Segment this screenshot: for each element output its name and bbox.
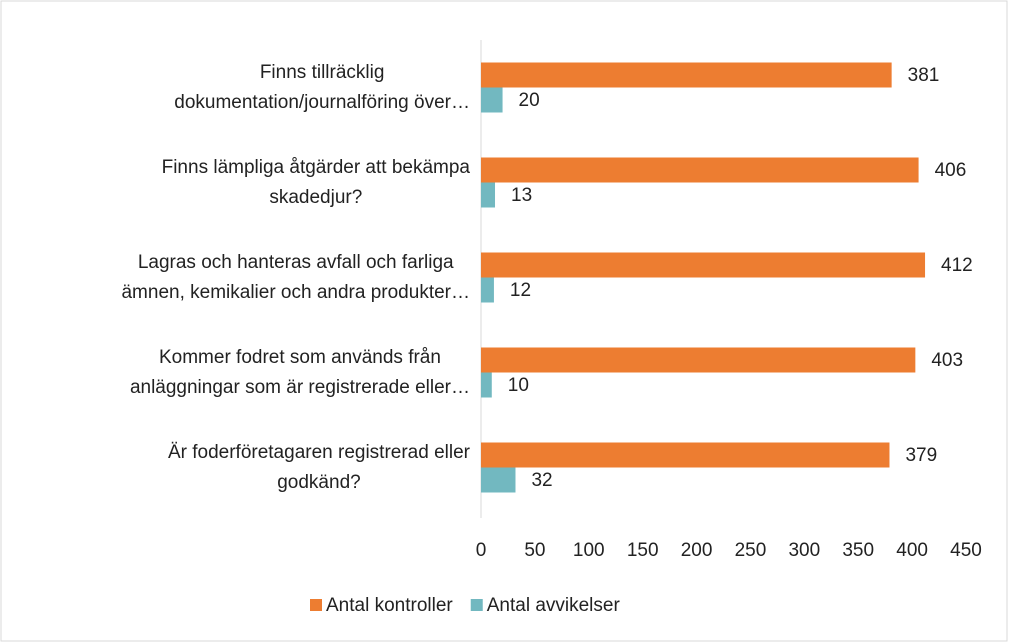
x-tick-label: 250 bbox=[735, 540, 767, 561]
bar bbox=[481, 62, 892, 88]
data-label: 412 bbox=[941, 255, 973, 276]
legend-swatch bbox=[470, 599, 483, 611]
bar bbox=[481, 372, 492, 398]
bar bbox=[481, 182, 496, 208]
y-tick-label: Lagras och hanteras avfall och farliga ä… bbox=[121, 251, 470, 303]
y-tick-label: Finns lämpliga åtgärder att bekämpa skad… bbox=[161, 156, 470, 208]
legend-label: Antal kontroller bbox=[326, 595, 453, 616]
x-tick-label: 200 bbox=[681, 540, 713, 561]
data-label: 379 bbox=[905, 445, 937, 466]
y-tick-label: Är foderföretagaren registrerad eller go… bbox=[167, 441, 470, 493]
bar bbox=[481, 252, 926, 278]
bar bbox=[481, 467, 516, 493]
x-tick-label: 300 bbox=[788, 540, 820, 561]
data-label: 32 bbox=[531, 470, 552, 491]
data-label: 403 bbox=[931, 350, 963, 371]
legend-label: Antal avvikelser bbox=[487, 595, 621, 616]
bar bbox=[481, 347, 916, 373]
data-label: 10 bbox=[508, 375, 529, 396]
bar bbox=[481, 442, 890, 468]
data-label: 12 bbox=[510, 280, 531, 301]
data-label: 13 bbox=[511, 185, 532, 206]
y-tick-label: Kommer fodret som används från anläggnin… bbox=[129, 346, 470, 398]
x-tick-label: 50 bbox=[524, 540, 545, 561]
x-tick-label: 450 bbox=[950, 540, 982, 561]
x-tick-label: 100 bbox=[573, 540, 605, 561]
bar bbox=[481, 87, 503, 113]
data-label: 20 bbox=[519, 90, 540, 111]
data-label: 381 bbox=[908, 65, 940, 86]
x-tick-label: 350 bbox=[842, 540, 874, 561]
x-tick-label: 0 bbox=[476, 540, 487, 561]
data-label: 406 bbox=[935, 160, 967, 181]
x-tick-label: 150 bbox=[627, 540, 659, 561]
bar bbox=[481, 277, 494, 303]
legend-swatch bbox=[310, 599, 322, 611]
x-tick-label: 400 bbox=[896, 540, 928, 561]
bar bbox=[481, 157, 919, 183]
y-tick-label: Finns tillräcklig dokumentation/journalf… bbox=[174, 61, 470, 113]
